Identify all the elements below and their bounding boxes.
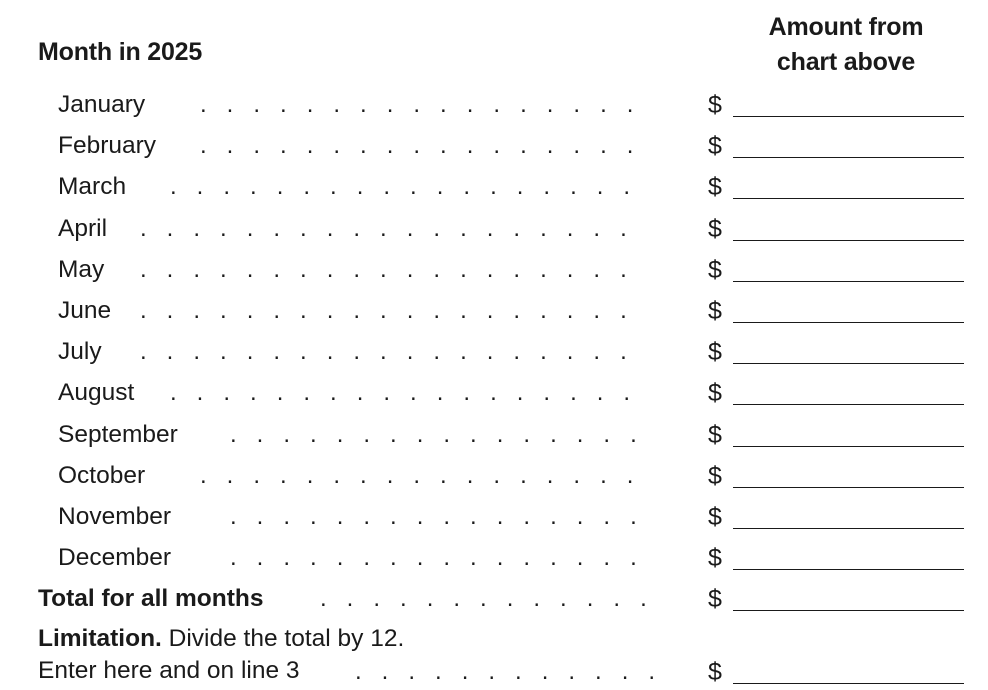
dollar-sign: $ xyxy=(708,461,722,490)
month-amount-field[interactable] xyxy=(733,528,964,529)
dot-leader: . . . . . . . . . . . . . . . . . xyxy=(200,132,634,160)
dot-leader: . . . . . . . . . . . . . . . . . . xyxy=(170,173,631,201)
month-amount-field[interactable] xyxy=(733,569,964,571)
dot-leader: . . . . . . . . . . . . . . . . xyxy=(230,503,637,530)
month-label: February xyxy=(58,132,157,160)
month-label: May xyxy=(58,255,105,283)
month-row: October . . . . . . . . . . . . . . . . .… xyxy=(0,461,988,491)
month-column-header: Month in 2025 xyxy=(38,38,203,66)
dollar-sign: $ xyxy=(708,255,722,284)
dollar-sign: $ xyxy=(708,173,722,202)
total-amount-field[interactable] xyxy=(733,610,964,612)
dot-leader: . . . . . . . . . . . . . . . . . xyxy=(200,91,634,118)
month-row: June . . . . . . . . . . . . . . . . . . … xyxy=(0,296,988,326)
month-row: August . . . . . . . . . . . . . . . . . … xyxy=(0,378,988,408)
month-label: March xyxy=(58,173,127,201)
dollar-sign: $ xyxy=(708,503,722,531)
dot-leader: . . . . . . . . . . . . . . . . . xyxy=(200,461,634,489)
dollar-sign: $ xyxy=(708,297,722,325)
month-label: June xyxy=(58,297,112,324)
month-row: July . . . . . . . . . . . . . . . . . . … xyxy=(0,337,988,367)
dot-leader: . . . . . . . . . . . . . . . . . . . xyxy=(140,338,627,366)
month-amount-field[interactable] xyxy=(733,363,964,365)
month-label: December xyxy=(58,544,172,572)
month-amount-field[interactable] xyxy=(733,157,964,159)
total-row: Total for all months . . . . . . . . . . … xyxy=(0,584,988,614)
month-amount-field[interactable] xyxy=(733,445,964,447)
dollar-sign: $ xyxy=(708,420,722,449)
dollar-sign: $ xyxy=(708,379,722,408)
dollar-sign: $ xyxy=(708,214,722,243)
month-row: December . . . . . . . . . . . . . . . . $ xyxy=(0,543,988,573)
dollar-sign: $ xyxy=(708,338,722,367)
dot-leader: . . . . . . . . . . . . . . . . . . . xyxy=(140,214,627,242)
month-row: November . . . . . . . . . . . . . . . . $ xyxy=(0,502,988,532)
total-label: Total for all months xyxy=(38,585,264,613)
limitation-line-2-text: Enter here and on line 3 xyxy=(38,657,300,684)
dot-leader: . . . . . . . . . . . . . . . . . . . xyxy=(140,297,627,324)
limitation-instruction: Divide the total by 12. xyxy=(161,625,405,652)
month-amount-field[interactable] xyxy=(733,198,964,200)
month-label: July xyxy=(58,338,102,366)
dot-leader: . . . . . . . . . . . . . xyxy=(320,585,647,613)
limitation-line-2: Enter here and on line 3 xyxy=(38,655,300,687)
month-label: October xyxy=(58,461,146,489)
dollar-sign: $ xyxy=(708,91,722,119)
amount-column-header-line1: Amount from xyxy=(768,13,924,41)
month-row: February . . . . . . . . . . . . . . . . … xyxy=(0,131,988,161)
month-amount-field[interactable] xyxy=(733,322,964,323)
month-amount-field[interactable] xyxy=(733,116,964,117)
month-label: April xyxy=(58,214,108,242)
dollar-sign: $ xyxy=(708,658,722,686)
month-row: January . . . . . . . . . . . . . . . . .… xyxy=(0,90,988,120)
dot-leader: . . . . . . . . . . . . . . . . . . . xyxy=(140,255,627,283)
limitation-row: . . . . . . . . . . . . $ xyxy=(0,657,988,687)
month-row: May . . . . . . . . . . . . . . . . . . .… xyxy=(0,255,988,285)
limitation-amount-field[interactable] xyxy=(733,683,964,684)
month-amount-field[interactable] xyxy=(733,239,964,241)
limitation-text: Limitation. Divide the total by 12. xyxy=(38,623,404,655)
amount-column-header-line2: chart above xyxy=(776,48,916,76)
dollar-sign: $ xyxy=(708,585,722,614)
month-row: April . . . . . . . . . . . . . . . . . .… xyxy=(0,214,988,244)
month-label: January xyxy=(58,91,146,118)
dollar-sign: $ xyxy=(708,544,722,573)
month-amount-field[interactable] xyxy=(733,280,964,282)
month-amount-field[interactable] xyxy=(733,486,964,488)
month-label: August xyxy=(58,379,135,407)
dollar-sign: $ xyxy=(708,132,722,161)
dot-leader: . . . . . . . . . . . . . . . . . . xyxy=(170,379,631,407)
amount-column-header: Amount from chart above xyxy=(735,10,957,80)
dot-leader: . . . . . . . . . . . . . . . . xyxy=(230,544,637,572)
month-amount-field[interactable] xyxy=(733,404,964,406)
limitation-heading: Limitation. xyxy=(38,625,162,652)
dot-leader: . . . . . . . . . . . . xyxy=(355,658,656,685)
month-label: November xyxy=(58,503,172,530)
month-label: September xyxy=(58,420,178,448)
dot-leader: . . . . . . . . . . . . . . . . xyxy=(230,420,637,448)
month-row: September . . . . . . . . . . . . . . . .… xyxy=(0,420,988,450)
month-row: March . . . . . . . . . . . . . . . . . .… xyxy=(0,172,988,202)
